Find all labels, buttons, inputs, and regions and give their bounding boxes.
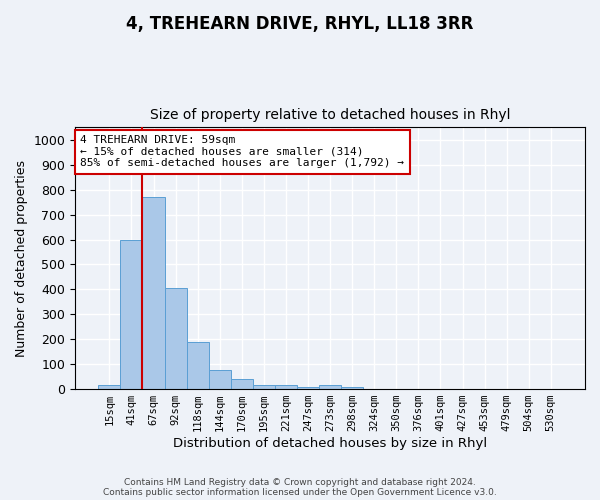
Bar <box>253 384 275 389</box>
Bar <box>231 379 253 389</box>
X-axis label: Distribution of detached houses by size in Rhyl: Distribution of detached houses by size … <box>173 437 487 450</box>
Bar <box>164 288 187 389</box>
Bar <box>142 197 164 389</box>
Bar <box>209 370 231 389</box>
Bar <box>98 386 121 389</box>
Bar <box>275 385 297 389</box>
Title: Size of property relative to detached houses in Rhyl: Size of property relative to detached ho… <box>150 108 511 122</box>
Bar <box>187 342 209 389</box>
Bar <box>297 386 319 389</box>
Bar <box>319 386 341 389</box>
Bar <box>341 387 363 389</box>
Text: Contains HM Land Registry data © Crown copyright and database right 2024.
Contai: Contains HM Land Registry data © Crown c… <box>103 478 497 497</box>
Text: 4 TREHEARN DRIVE: 59sqm
← 15% of detached houses are smaller (314)
85% of semi-d: 4 TREHEARN DRIVE: 59sqm ← 15% of detache… <box>80 135 404 168</box>
Y-axis label: Number of detached properties: Number of detached properties <box>15 160 28 356</box>
Bar <box>121 240 142 389</box>
Text: 4, TREHEARN DRIVE, RHYL, LL18 3RR: 4, TREHEARN DRIVE, RHYL, LL18 3RR <box>127 15 473 33</box>
